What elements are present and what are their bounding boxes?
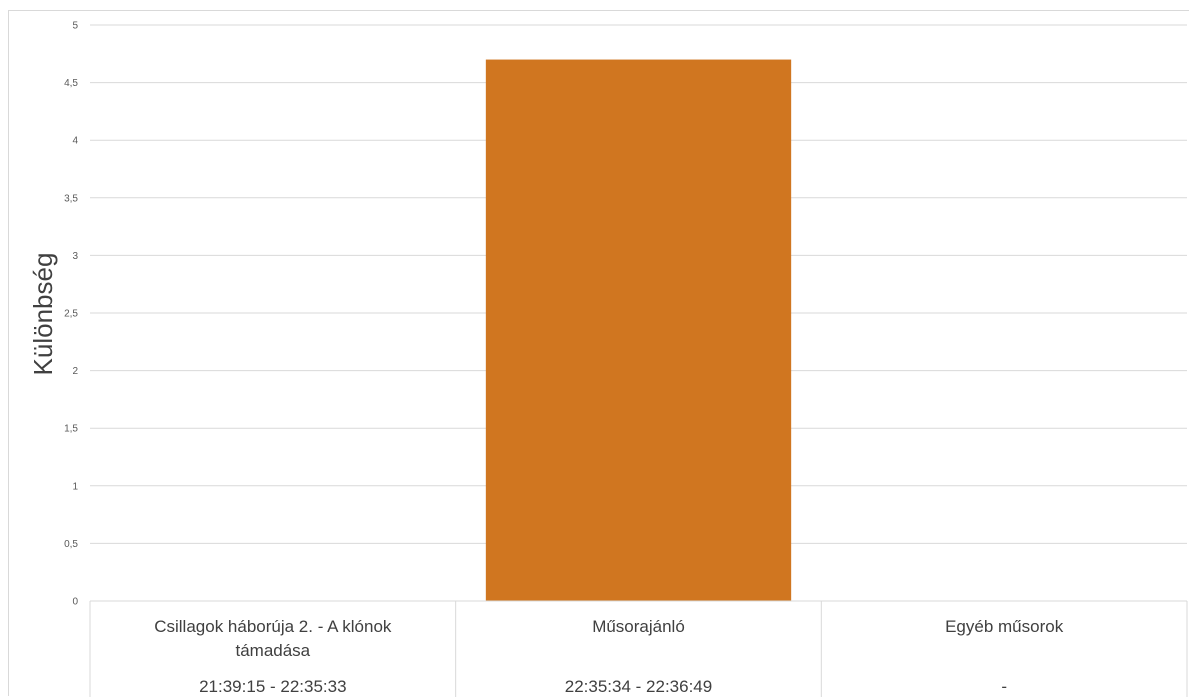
category-label: támadása — [235, 641, 310, 660]
category-label: Műsorajánló — [592, 617, 685, 636]
y-tick-label: 3 — [72, 251, 78, 262]
y-tick-label: 1,5 — [64, 424, 78, 435]
category-time: 21:39:15 - 22:35:33 — [199, 677, 346, 696]
y-tick-label: 5 — [72, 21, 78, 32]
y-axis-label: Különbség — [28, 253, 58, 376]
y-tick-label: 1 — [72, 481, 78, 492]
category-time: 22:35:34 - 22:36:49 — [565, 677, 712, 696]
y-tick-label: 4,5 — [64, 78, 78, 89]
y-tick-label: 0 — [72, 597, 78, 608]
category-table: Csillagok háborúja 2. - A klónok támadása… — [89, 600, 1188, 697]
y-tick-label: 0,5 — [64, 539, 78, 550]
y-tick-label: 2 — [72, 366, 78, 377]
bar — [485, 59, 792, 602]
category-time: - — [1001, 677, 1007, 696]
y-tick-label: 2,5 — [64, 309, 78, 320]
y-tick-label: 3,5 — [64, 193, 78, 204]
chart-frame — [8, 10, 1189, 696]
y-axis-ticks: 0 0,5 1 1,5 2 2,5 3 3,5 4 4,5 5 — [64, 21, 78, 608]
y-tick-label: 4 — [72, 136, 78, 147]
category-label: Egyéb műsorok — [945, 617, 1064, 636]
category-label: Csillagok háborúja 2. - A klónok — [154, 617, 392, 636]
bars — [485, 59, 792, 602]
